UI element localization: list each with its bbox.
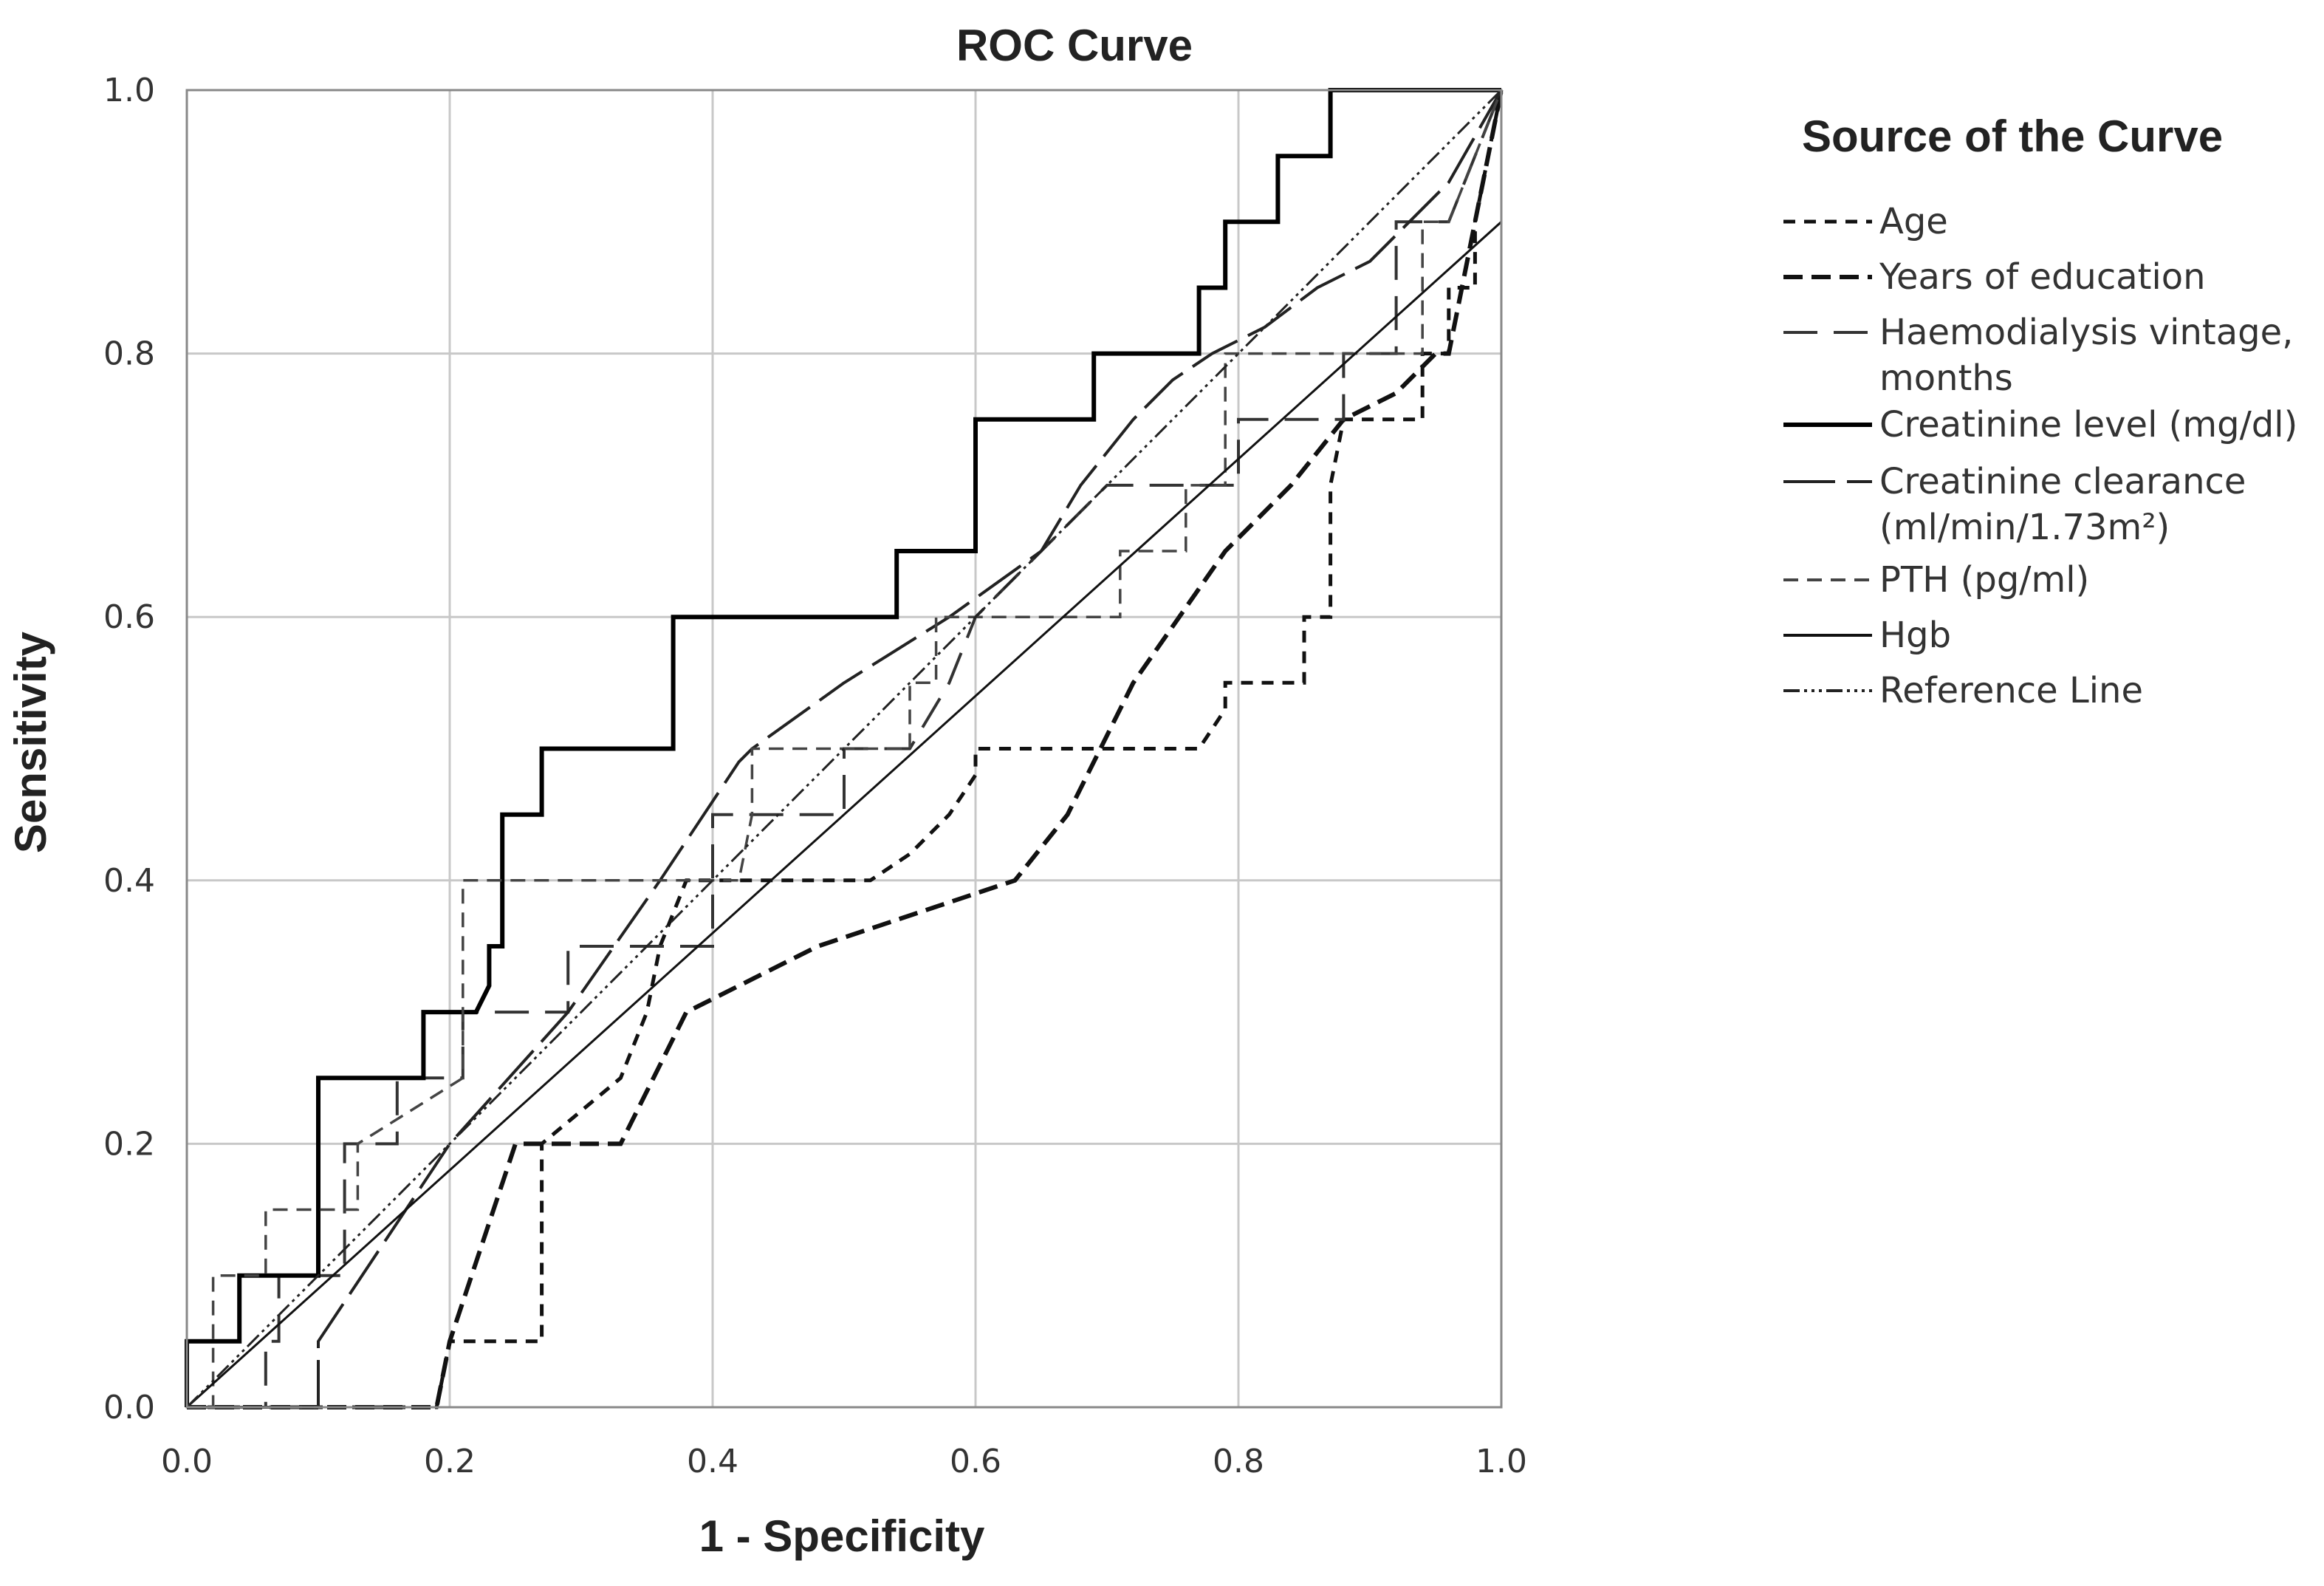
y-tick-label: 0.4	[103, 862, 155, 900]
y-tick-label: 0.6	[103, 598, 155, 636]
legend-label: Hgb	[1879, 615, 1951, 656]
series-line-years-of-education	[187, 89, 1504, 1409]
legend-label: (ml/min/1.73m²)	[1879, 507, 2170, 548]
plot-frame	[185, 89, 1503, 1409]
series-line-pth-pg-ml	[187, 89, 1503, 1409]
plot-series	[185, 88, 1504, 1409]
x-tick-label: 0.4	[687, 1443, 738, 1480]
y-tick-label: 1.0	[103, 72, 155, 109]
y-tick-label: 0.2	[103, 1125, 155, 1163]
x-tick-label: 0.2	[424, 1443, 476, 1480]
legend-title: Source of the Curve	[1802, 112, 2223, 161]
legend-label: Years of education	[1879, 256, 2206, 298]
legend: Age Years of education Haemodialysis vinta…	[1783, 201, 2297, 711]
series-line-creatinine-level-mg-dl	[185, 88, 1501, 1407]
series-line-age	[187, 89, 1504, 1409]
y-tick-label: 0.0	[103, 1389, 155, 1426]
legend-label: Reference Line	[1879, 670, 2143, 711]
series-line-haemodialysis-vintage-months	[187, 89, 1503, 1409]
x-tick-label: 0.8	[1213, 1443, 1264, 1480]
legend-label: Creatinine level (mg/dl)	[1879, 404, 2297, 445]
legend-label: months	[1879, 358, 2013, 399]
x-tick-labels: 0.0 0.2 0.4 0.6 0.8 1.0	[161, 1443, 1527, 1480]
series-line-reference-line	[185, 89, 1503, 1409]
x-tick-label: 0.6	[950, 1443, 1001, 1480]
series-line-hgb	[185, 221, 1503, 1409]
x-axis-label: 1 - Specificity	[699, 1511, 985, 1561]
y-axis-label: Sensitivity	[6, 631, 55, 853]
legend-label: Haemodialysis vintage,	[1879, 312, 2293, 353]
x-tick-label: 1.0	[1475, 1443, 1527, 1480]
legend-label: Creatinine clearance	[1879, 461, 2246, 502]
legend-label: PTH (pg/ml)	[1879, 559, 2089, 601]
chart-title: ROC Curve	[956, 21, 1193, 70]
y-tick-labels: 0.0 0.2 0.4 0.6 0.8 1.0	[103, 72, 155, 1426]
x-tick-label: 0.0	[161, 1443, 213, 1480]
legend-label: Age	[1879, 201, 1948, 242]
y-tick-label: 0.8	[103, 335, 155, 373]
